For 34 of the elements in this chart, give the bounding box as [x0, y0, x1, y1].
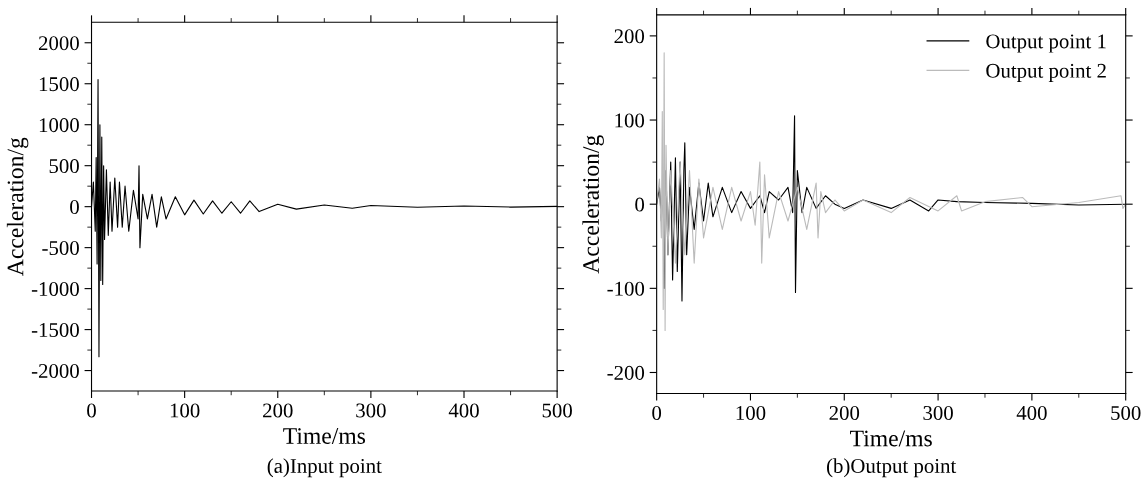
legend-label: Output point 1: [986, 34, 1106, 53]
y-tick-label: 1500: [39, 77, 79, 92]
x-tick-label: 300: [923, 405, 953, 420]
x-tick-label: 0: [87, 403, 96, 418]
x-axis-title: Time/ms: [850, 430, 932, 447]
y-tick-label: 200: [614, 29, 645, 44]
x-tick-label: 500: [542, 403, 572, 418]
y-axis-title: Acceleration/g: [6, 137, 29, 276]
y-tick-label: 2000: [38, 36, 79, 51]
x-tick-label: 100: [736, 405, 766, 420]
y-tick-label: -2000: [31, 363, 79, 378]
x-tick-label: 400: [1016, 405, 1047, 420]
x-tick-label: 300: [356, 403, 386, 418]
x-tick-label: 0: [652, 405, 662, 420]
x-tick-label: 500: [1111, 405, 1141, 420]
x-axis-title: Time/ms: [283, 428, 366, 444]
y-tick-label: 500: [49, 159, 79, 174]
x-tick-label: 400: [448, 403, 479, 418]
y-tick-label: 0: [635, 197, 645, 212]
x-tick-label: 100: [170, 403, 200, 418]
y-tick-label: -200: [607, 365, 645, 380]
text: (a)Input point: [267, 458, 382, 478]
y-axis-title: Acceleration/g: [582, 135, 604, 274]
y-tick-label: -100: [607, 281, 645, 296]
text: (b)Output point: [826, 458, 957, 478]
legend-label: Output point 2: [986, 63, 1106, 83]
y-tick-label: 100: [615, 113, 645, 128]
x-tick-label: 200: [263, 403, 293, 418]
y-tick-label: -1500: [31, 322, 79, 338]
x-tick-label: 200: [829, 405, 860, 420]
y-tick-label: 1000: [39, 118, 79, 133]
y-tick-label: -500: [42, 241, 79, 256]
y-tick-label: -1000: [31, 281, 79, 297]
y-tick-label: 0: [70, 200, 79, 215]
